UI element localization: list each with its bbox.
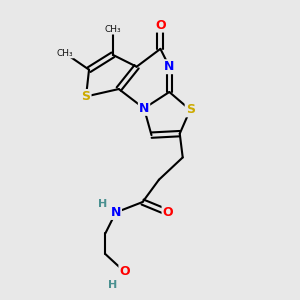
Text: N: N [111,206,121,219]
Text: N: N [164,60,175,73]
Text: O: O [163,206,173,219]
Text: O: O [119,266,130,278]
Text: CH₃: CH₃ [57,49,74,58]
Text: N: N [139,102,149,115]
Text: S: S [82,90,91,103]
Text: S: S [186,103,195,116]
Text: O: O [155,19,166,32]
Text: H: H [108,280,117,290]
Text: CH₃: CH₃ [104,25,121,34]
Text: H: H [98,199,107,208]
